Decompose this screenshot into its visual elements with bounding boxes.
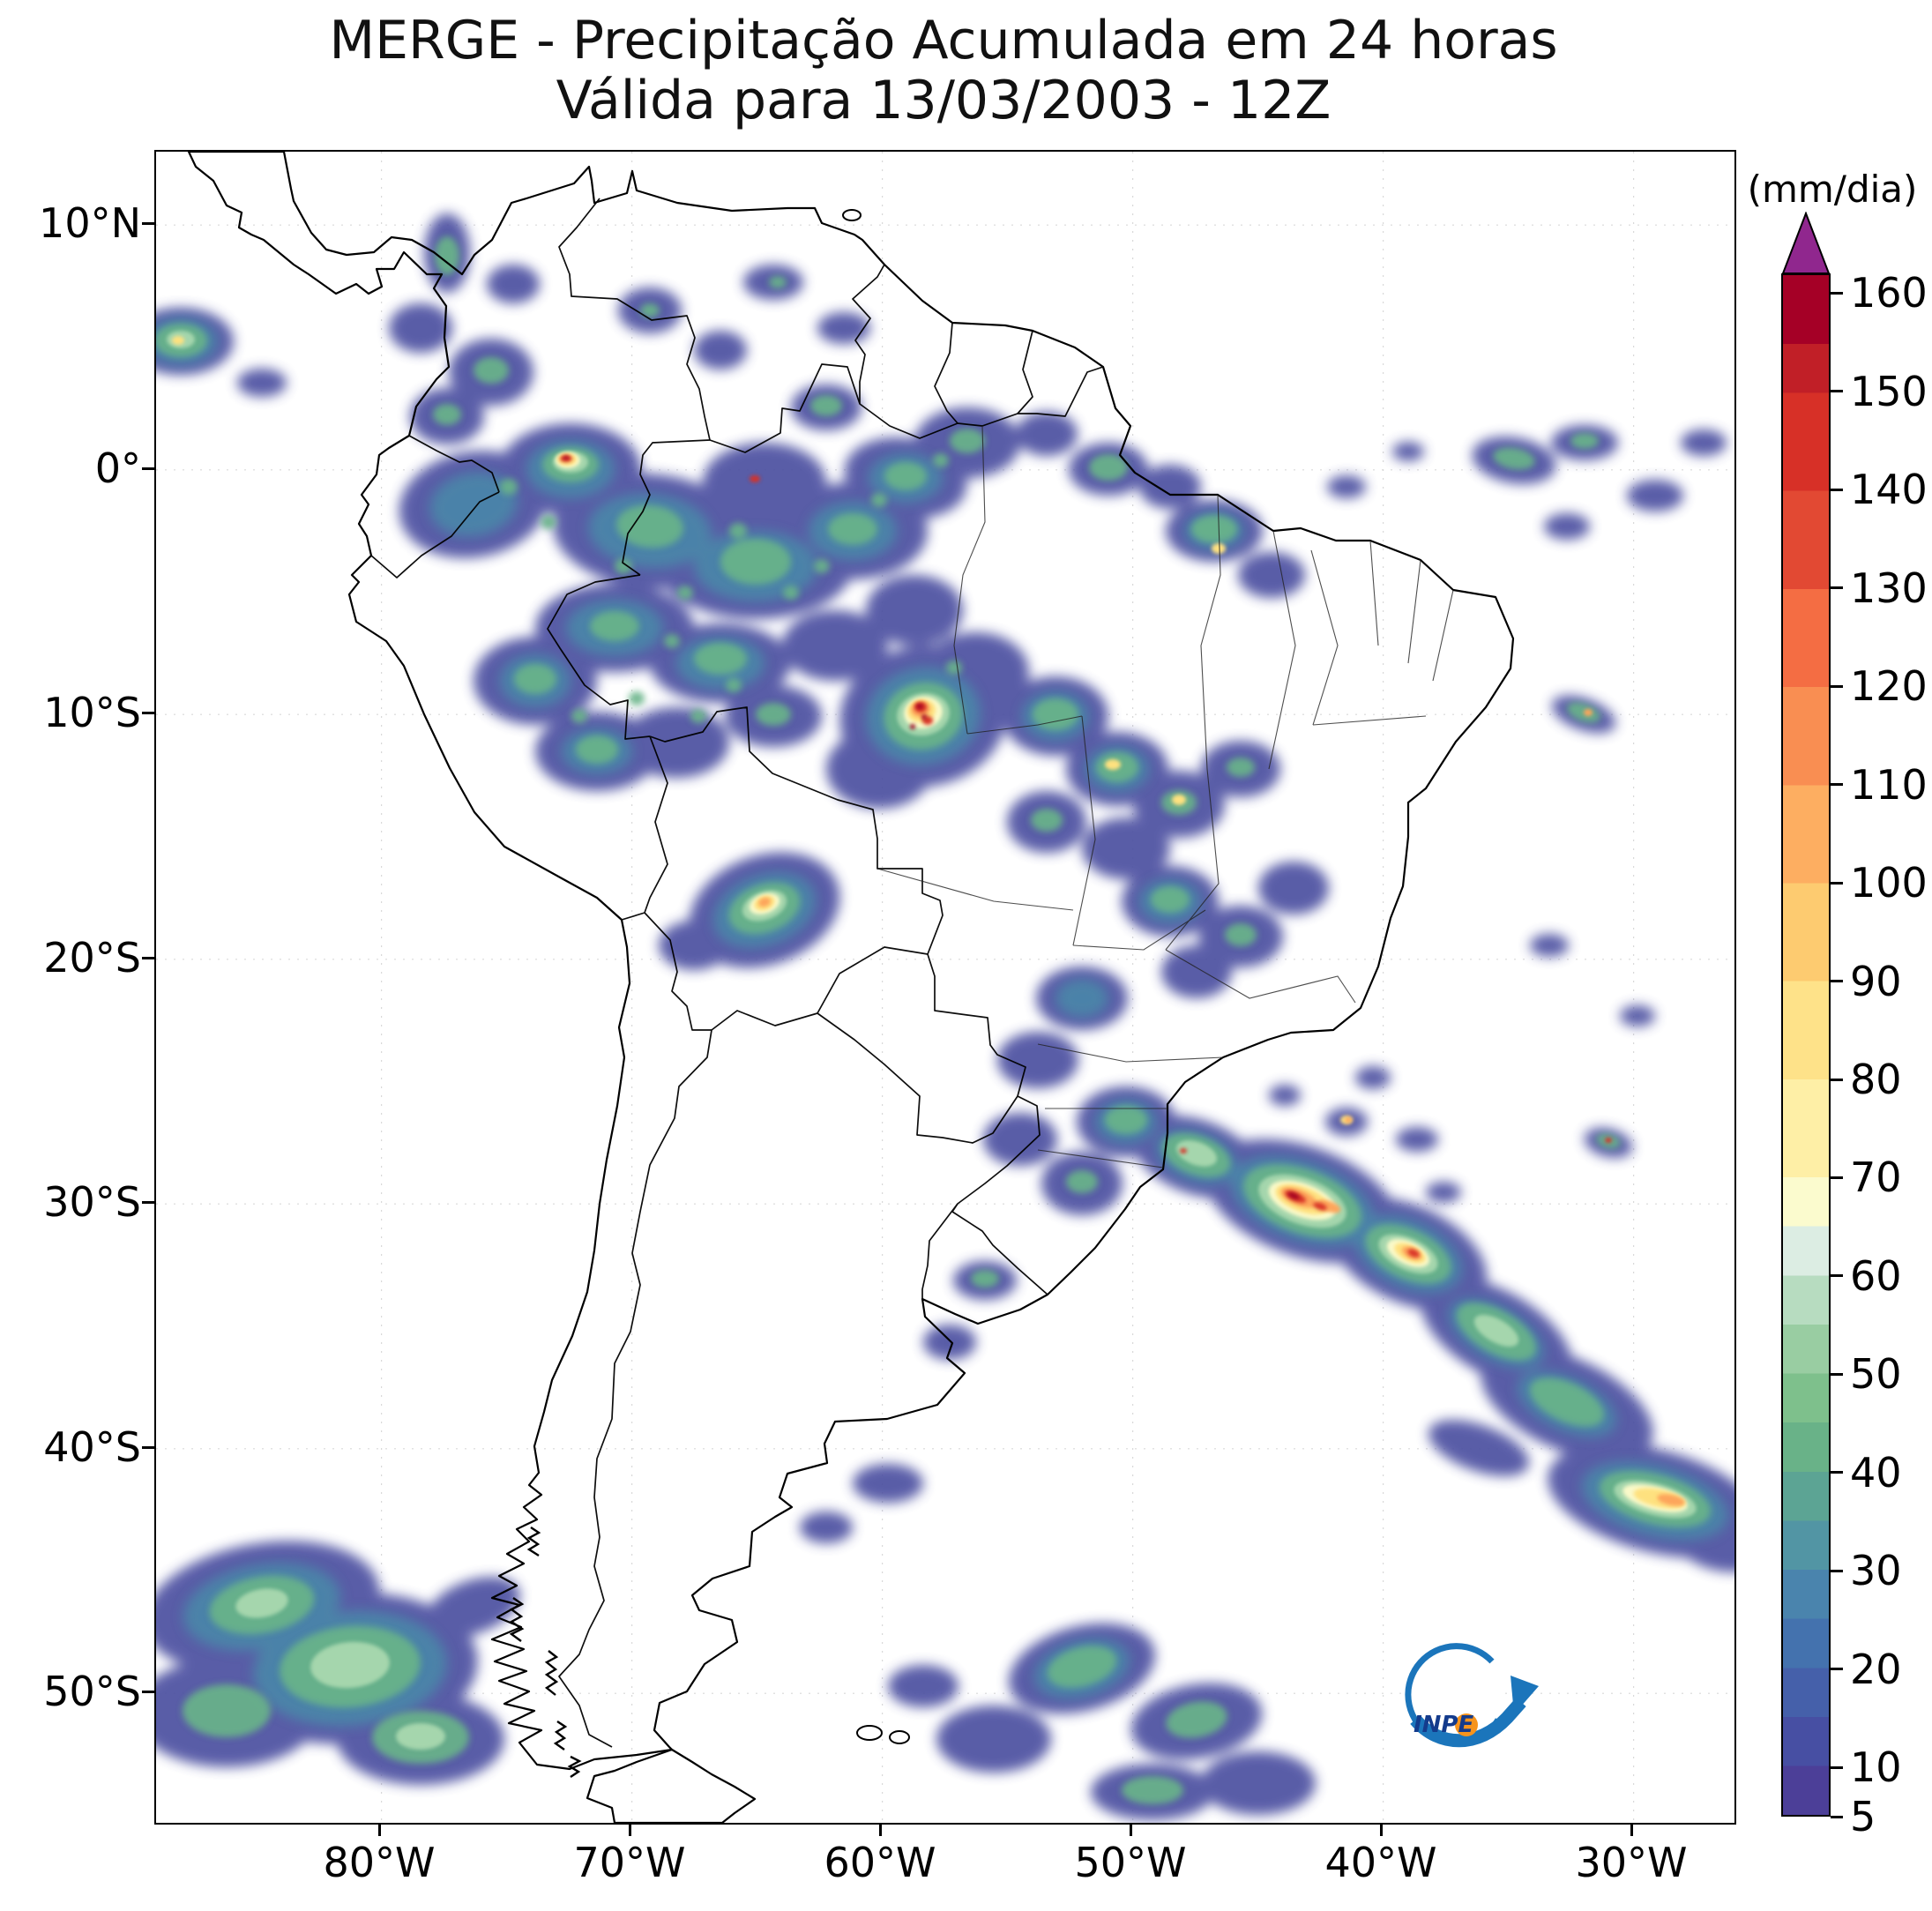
south-america-map	[156, 152, 1734, 1823]
y-axis-label-10n: 10°N	[39, 199, 141, 247]
colorbar-tick: 40	[1831, 1449, 1902, 1497]
country-borders	[370, 198, 1104, 1748]
colorbar-bar	[1781, 273, 1831, 1817]
tierra-del-fuego	[586, 1748, 757, 1823]
state-borders	[876, 425, 1454, 1168]
colorbar-tick: 130	[1831, 564, 1928, 612]
colorbar-tick: 160	[1831, 269, 1928, 317]
colorbar-tick: 30	[1831, 1547, 1902, 1594]
y-tick	[142, 467, 154, 470]
x-axis-label-30w: 30°W	[1575, 1839, 1688, 1886]
map-plot: INPE	[154, 150, 1736, 1825]
y-axis-label-10s: 10°S	[43, 689, 141, 736]
y-tick	[142, 1446, 154, 1449]
y-axis-label-50s: 50°S	[43, 1668, 141, 1715]
title-line-2: Válida para 13/03/2003 - 12Z	[556, 70, 1332, 131]
y-tick	[142, 1691, 154, 1693]
colorbar-tick: 60	[1831, 1252, 1902, 1300]
y-tick	[142, 222, 154, 225]
x-axis-label-70w: 70°W	[573, 1839, 686, 1886]
x-axis-label-40w: 40°W	[1324, 1839, 1437, 1886]
x-tick	[629, 1824, 631, 1836]
y-tick	[142, 712, 154, 714]
coastline	[187, 152, 1515, 1823]
y-axis-label-30s: 30°S	[43, 1178, 141, 1226]
logo-orange-dot-icon	[1455, 1713, 1478, 1736]
gridlines	[156, 152, 1734, 1823]
colorbar-units-label: (mm/dia)	[1747, 168, 1918, 211]
page-title: MERGE - Precipitação Acumulada em 24 hor…	[154, 11, 1733, 131]
colorbar-tick: 100	[1831, 859, 1928, 907]
fjord-texture	[509, 1527, 582, 1778]
y-axis-label-40s: 40°S	[43, 1423, 141, 1471]
x-tick	[378, 1824, 381, 1836]
inpe-logo: INPE	[1382, 1633, 1567, 1774]
colorbar-tick: 90	[1831, 958, 1902, 1005]
logo-arrowhead-icon	[1511, 1676, 1539, 1714]
x-tick	[1380, 1824, 1383, 1836]
colorbar-tick: 10	[1831, 1743, 1902, 1791]
x-axis-label-80w: 80°W	[323, 1839, 436, 1886]
x-tick	[1130, 1824, 1132, 1836]
islands	[842, 209, 910, 1744]
colorbar-tick: 150	[1831, 368, 1928, 415]
y-axis-label-0: 0°	[94, 444, 141, 492]
precipitation-field	[156, 213, 1734, 1820]
logo-text: INPE	[1414, 1712, 1473, 1738]
colorbar-overflow-arrow	[1781, 212, 1831, 273]
x-tick	[1630, 1824, 1633, 1836]
colorbar-tick: 120	[1831, 662, 1928, 710]
colorbar-tick: 110	[1831, 761, 1928, 809]
colorbar-tick: 20	[1831, 1646, 1902, 1693]
colorbar-ticks: 160 150 140 130 120 110 100 90 80 70 60 50 40 30 20 10 5	[1831, 269, 1932, 1840]
x-tick	[879, 1824, 882, 1836]
x-axis-label-50w: 50°W	[1074, 1839, 1187, 1886]
logo-arrow-icon	[1410, 1698, 1526, 1748]
colorbar-tick: 140	[1831, 466, 1928, 513]
y-tick	[142, 957, 154, 959]
y-tick	[142, 1201, 154, 1204]
colorbar: 160 150 140 130 120 110 100 90 80 70 60 50 40 30 20 10 5	[1781, 212, 1928, 1840]
colorbar-tick: 70	[1831, 1153, 1902, 1201]
y-axis-label-20s: 20°S	[43, 934, 141, 982]
colorbar-tick: 80	[1831, 1056, 1902, 1103]
colorbar-tick: 50	[1831, 1350, 1902, 1398]
x-axis-label-60w: 60°W	[824, 1839, 936, 1886]
title-line-1: MERGE - Precipitação Acumulada em 24 hor…	[329, 10, 1558, 71]
colorbar-tick: 5	[1831, 1793, 1876, 1840]
